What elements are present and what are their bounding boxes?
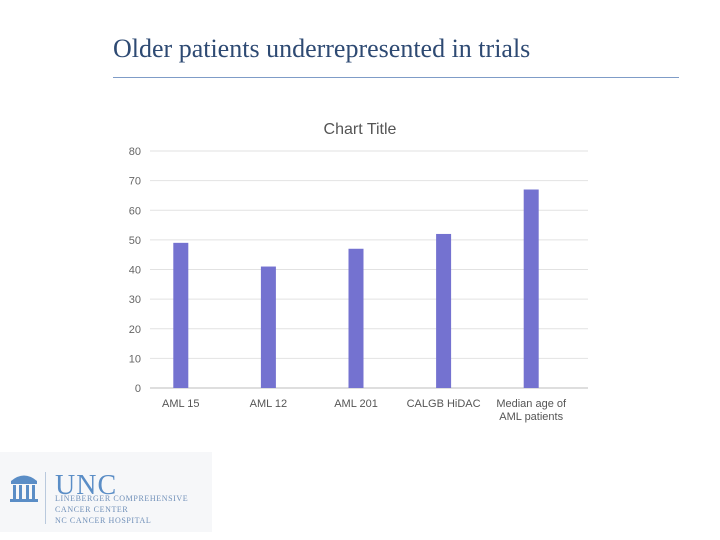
logo-divider (45, 472, 46, 524)
y-tick-label: 20 (129, 324, 141, 336)
x-tick-label: AML 201 (334, 398, 378, 410)
logo-panel (0, 452, 212, 532)
logo-line-3: NC CANCER HOSPITAL (55, 516, 152, 525)
logo-name: UNC (55, 470, 118, 501)
bar (523, 189, 539, 388)
logo-line-1: LINEBERGER COMPREHENSIVE (55, 494, 189, 503)
chart-title: Chart Title (324, 121, 397, 138)
y-tick-label: 30 (129, 294, 141, 306)
y-tick-label: 40 (129, 265, 141, 277)
x-tick-label: CALGB HiDAC (407, 398, 481, 410)
slide-title: Older patients underrepresented in trial… (113, 34, 531, 63)
bar (260, 266, 276, 388)
x-tick-label: AML 12 (250, 398, 288, 410)
y-tick-label: 70 (129, 176, 141, 188)
x-tick-label: Median age of AML patients (496, 398, 567, 423)
logo-line-2: CANCER CENTER (55, 505, 129, 514)
y-tick-label: 10 (129, 353, 141, 365)
y-tick-label: 80 (129, 146, 141, 158)
bar (436, 233, 452, 388)
x-tick-label: AML 15 (162, 398, 200, 410)
y-tick-label: 0 (135, 383, 141, 395)
old-well-icon (10, 475, 38, 502)
y-tick-label: 60 (129, 205, 141, 217)
y-tick-label: 50 (129, 235, 141, 247)
title-divider (113, 77, 679, 78)
bar (348, 248, 364, 388)
bar (173, 242, 189, 388)
